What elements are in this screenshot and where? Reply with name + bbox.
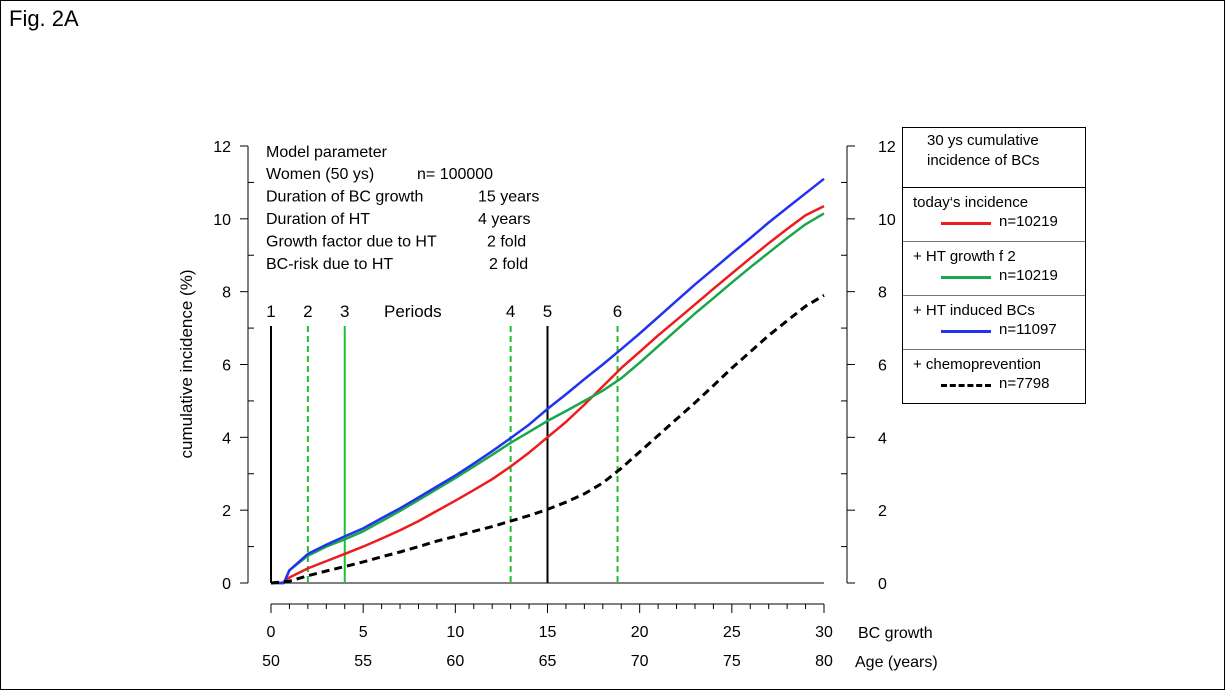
x-axis-label-age: Age (years) (855, 654, 938, 671)
y-tick-label-right: 4 (878, 430, 887, 447)
legend-entry-label: + HT induced BCs (913, 302, 1035, 319)
param-label: Women (50 ys) (266, 166, 374, 183)
series-line-3 (270, 294, 825, 585)
legend-title-line1: 30 ys cumulative (927, 132, 1039, 149)
period-label-4: 4 (506, 302, 515, 321)
x-tick-label-age: 50 (262, 653, 280, 670)
param-value: 2 fold (487, 234, 526, 251)
legend-entry-label: + chemoprevention (913, 356, 1041, 373)
x-tick-label-age: 80 (815, 653, 833, 670)
x-tick-label-age: 55 (354, 653, 372, 670)
param-value: n= 100000 (417, 166, 493, 183)
x-tick-label: 5 (359, 624, 368, 641)
y-tick-label-left: 6 (222, 358, 231, 375)
y-tick-label-right: 10 (878, 212, 896, 229)
series-line-2 (271, 177, 825, 585)
legend-entry-label: today‘s incidence (913, 194, 1029, 211)
y-tick-label-left: 0 (222, 576, 231, 593)
y-axis-label: cumulative incidence (%) (177, 270, 196, 459)
param-value: 15 years (478, 189, 539, 206)
legend-swatch (941, 222, 991, 225)
legend-entry-count: n=10219 (999, 213, 1058, 230)
legend-entry-count: n=11097 (999, 321, 1057, 338)
x-tick-label-age: 65 (539, 653, 557, 670)
param-value: 2 fold (489, 256, 528, 273)
legend-entry-count: n=7798 (999, 375, 1050, 392)
param-label: Growth factor due to HT (266, 234, 437, 251)
period-lines: 1 2 3 4 5 6 (266, 302, 622, 583)
y-tick-label-left: 12 (213, 139, 231, 156)
param-label: BC-risk due to HT (266, 256, 393, 273)
y-tick-label-left: 8 (222, 285, 231, 302)
periods-label: Periods (384, 302, 442, 321)
legend-title-line2: incidence of BCs (927, 152, 1040, 169)
legend-entry: + HT induced BCs n=11097 (903, 296, 1085, 350)
y-tick-label-right: 8 (878, 285, 887, 302)
period-label-5: 5 (543, 302, 552, 321)
chart-labels: cumulative incidence (%) BC growth Age (… (177, 144, 938, 671)
param-label: Duration of HT (266, 211, 370, 228)
figure-label: Fig. 2A (9, 6, 79, 31)
period-label-3: 3 (340, 302, 349, 321)
legend-swatch (941, 330, 991, 333)
x-tick-label: 25 (723, 624, 741, 641)
param-value: 4 years (478, 211, 530, 228)
period-label-1: 1 (266, 302, 275, 321)
x-tick-label: 10 (446, 624, 464, 641)
y-tick-label-right: 0 (878, 576, 887, 593)
x-axis-label-bc-growth: BC growth (858, 625, 933, 642)
y-tick-label-left: 4 (222, 430, 231, 447)
param-label: Duration of BC growth (266, 189, 423, 206)
model-parameter-heading: Model parameter (266, 144, 388, 161)
period-label-6: 6 (613, 302, 622, 321)
series-line-0 (271, 204, 825, 585)
legend: 30 ys cumulative incidence of BCs today‘… (902, 127, 1086, 404)
y-tick-label-right: 2 (878, 503, 887, 520)
y-tick-label-left: 10 (213, 212, 231, 229)
x-tick-label: 15 (539, 624, 557, 641)
legend-swatch (941, 276, 991, 279)
legend-swatch (941, 384, 991, 387)
model-parameter-block: Women (50 ys) n= 100000 Duration of BC gro… (266, 166, 539, 273)
x-tick-label-age: 75 (723, 653, 741, 670)
x-tick-label-age: 70 (631, 653, 649, 670)
legend-entry-count: n=10219 (999, 267, 1058, 284)
y-tick-label-right: 6 (878, 358, 887, 375)
x-tick-label: 0 (267, 624, 276, 641)
legend-entry: today‘s incidence n=10219 (903, 188, 1085, 242)
legend-entry: + chemoprevention n=7798 (903, 350, 1085, 404)
legend-title: 30 ys cumulative incidence of BCs (903, 128, 1085, 188)
legend-entry: + HT growth f 2 n=10219 (903, 242, 1085, 296)
y-tick-label-left: 2 (222, 503, 231, 520)
y-tick-label-right: 12 (878, 139, 896, 156)
x-tick-label-age: 60 (446, 653, 464, 670)
period-label-2: 2 (303, 302, 312, 321)
series-lines (270, 177, 825, 585)
legend-entry-label: + HT growth f 2 (913, 248, 1016, 265)
series-line-1 (271, 212, 825, 585)
chart-axes: 0246810120246810120505551060156520702575… (213, 139, 896, 670)
x-tick-label: 20 (631, 624, 649, 641)
x-tick-label: 30 (815, 624, 833, 641)
